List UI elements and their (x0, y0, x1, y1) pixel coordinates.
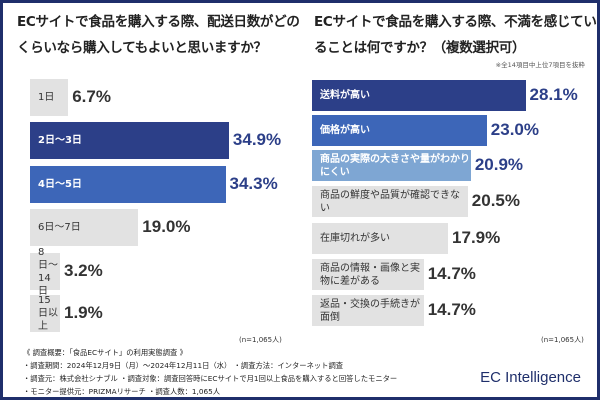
value-label: 23.0% (490, 119, 539, 139)
value-label: 28.1% (529, 84, 578, 104)
value-label: 34.3% (229, 173, 278, 193)
bar: 2日〜3日 (30, 122, 229, 159)
value-label: 17.9% (452, 227, 501, 247)
bar: 商品の鮮度や品質が確認できない (312, 186, 468, 217)
footer-line: ・モニター提供元：PRIZMAリサーチ ・調査人数：1,065人 (23, 387, 221, 396)
footer-line: ・調査元：株式会社シナブル ・調査対象：調査回答時にECサイトで月1回以上食品を… (23, 374, 398, 383)
value-label: 6.7% (72, 86, 111, 106)
bar: 在庫切れが多い (312, 223, 449, 254)
bar: 1日 (30, 79, 69, 116)
bar: 8日〜14日 (30, 247, 60, 297)
bar: 商品の実際の大きさや量がわかりにくい (312, 150, 471, 181)
right-sample-size: (n=1,065人) (541, 336, 584, 344)
value-label: 1.9% (64, 302, 103, 322)
brand-logo: EC Intelligence (480, 369, 581, 386)
left-chart-title: ECサイトで食品を購入する際、配送日数がどのくらいなら購入してもよいと思いますか… (17, 14, 300, 56)
value-label: 20.9% (474, 154, 524, 174)
value-label: 14.7% (427, 299, 476, 319)
bar: 送料が高い (312, 80, 526, 111)
footer-line: 《 調査概要：「食品ECサイト」の利用実態調査 》 (23, 348, 187, 357)
bar: 商品の情報・画像と実物に差がある (312, 259, 424, 290)
right-chart-note: ※全14項目中上位7項目を抜粋 (495, 61, 585, 69)
footer-line: ・調査期間：2024年12月9日（月）〜2024年12月11日（水） ・調査方法… (23, 361, 344, 370)
value-label: 3.2% (64, 260, 103, 280)
bar: 返品・交換の手続きが面倒 (312, 295, 424, 326)
left-sample-size: (n=1,065人) (239, 336, 282, 344)
bar: 4日〜5日 (30, 166, 226, 203)
right-chart-title: ECサイトで食品を購入する際、不満を感じていることは何ですか？（複数選択可） (314, 14, 597, 56)
bar: 6日〜7日 (30, 209, 139, 246)
bar: 15日以上 (30, 295, 60, 332)
value-label: 20.5% (471, 190, 520, 210)
bar: 価格が高い (312, 115, 487, 146)
value-label: 19.0% (142, 216, 191, 236)
value-label: 34.9% (232, 129, 282, 149)
value-label: 14.7% (427, 263, 476, 283)
